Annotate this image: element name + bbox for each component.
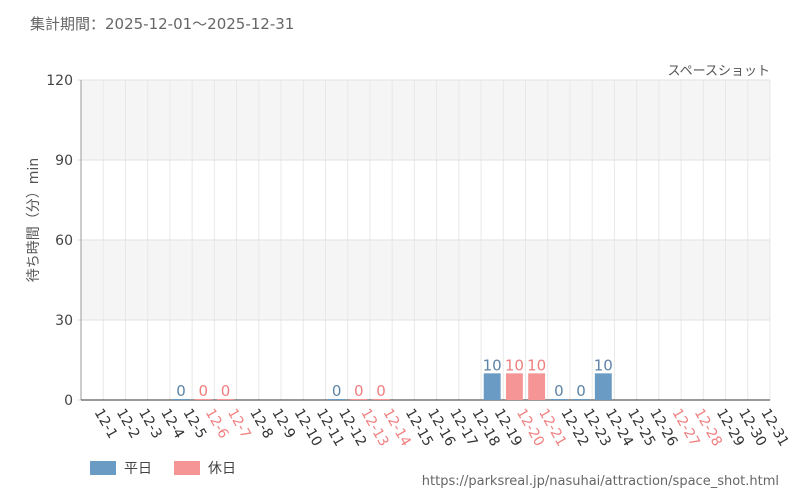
chart-legend: 平日 休日 (90, 458, 258, 478)
bar-12-19 (483, 373, 501, 400)
bar-value-label-12-5: 0 (176, 382, 186, 400)
bar-value-label-12-19: 10 (483, 356, 502, 374)
y-tick-label-60: 60 (55, 233, 73, 249)
bar-value-label-12-13: 0 (354, 382, 364, 400)
source-url: https://parksreal.jp/nasuhai/attraction/… (421, 474, 779, 489)
bar-12-21 (528, 373, 546, 400)
y-axis-label: 待ち時間（分）min (26, 158, 42, 282)
y-tick-label-120: 120 (46, 73, 73, 89)
grid-band (81, 240, 770, 320)
bar-12-14 (372, 399, 390, 400)
bar-12-6 (194, 399, 212, 400)
bar-value-label-12-20: 10 (505, 356, 524, 374)
bar-value-label-12-23: 0 (576, 382, 586, 400)
bar-12-7 (217, 399, 234, 400)
bar-value-label-12-6: 0 (198, 382, 208, 400)
bar-12-12 (328, 399, 346, 400)
bar-value-label-12-14: 0 (376, 382, 386, 400)
bar-12-20 (505, 373, 523, 400)
bar-value-label-12-7: 0 (221, 382, 231, 400)
bar-value-label-12-24: 10 (594, 356, 613, 374)
chart-subtitle: スペースショット (667, 64, 770, 79)
bar-value-label-12-22: 0 (554, 382, 564, 400)
legend-swatch-weekday (90, 461, 116, 475)
bar-12-13 (350, 399, 368, 400)
legend-swatch-holiday (174, 461, 200, 475)
y-tick-label-90: 90 (55, 153, 73, 169)
legend-label-weekday: 平日 (124, 461, 152, 477)
aggregation-period: 集計期間：2025-12-01～2025-12-31 (30, 15, 295, 33)
bar-value-label-12-21: 10 (527, 356, 546, 374)
bar-value-label-12-12: 0 (332, 382, 342, 400)
bar-12-24 (594, 373, 612, 400)
legend-item-weekday[interactable]: 平日 (90, 458, 152, 478)
legend-label-holiday: 休日 (208, 461, 236, 477)
grid-band (81, 80, 770, 160)
legend-item-holiday[interactable]: 休日 (174, 458, 236, 478)
y-tick-label-0: 0 (64, 393, 73, 409)
bar-12-22 (550, 399, 568, 400)
bar-12-5 (172, 399, 190, 400)
y-tick-label-30: 30 (55, 313, 73, 329)
bar-12-23 (572, 399, 590, 400)
